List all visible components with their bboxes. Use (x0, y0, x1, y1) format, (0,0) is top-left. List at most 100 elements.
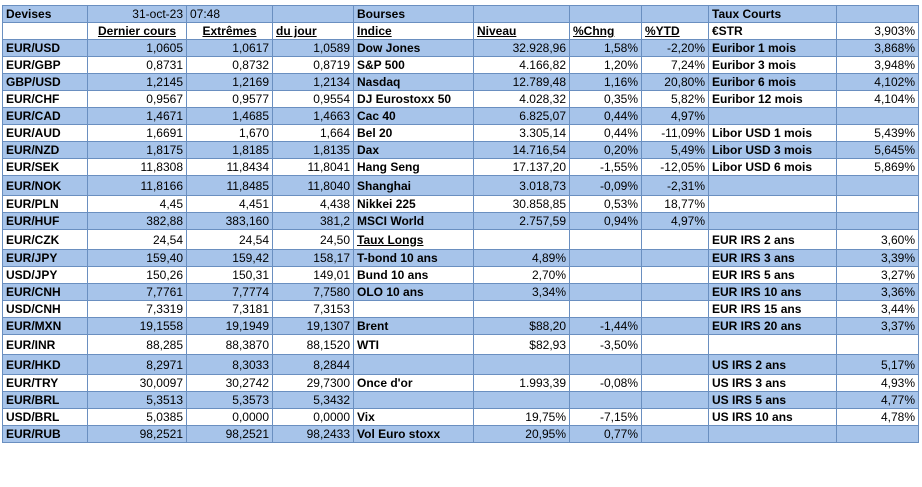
last-price: 159,40 (87, 249, 187, 267)
market-data-table: Devises 31-oct-23 07:48 Bourses Taux Cou… (2, 5, 919, 443)
pct-ytd (641, 408, 709, 426)
rate-value: 3,36% (836, 283, 919, 301)
estr-label: €STR (708, 22, 837, 40)
rate-value: 4,104% (836, 90, 919, 108)
pct-ytd: 4,97% (641, 212, 709, 230)
rate-value: 3,60% (836, 229, 919, 250)
rate-value: 5,645% (836, 141, 919, 159)
index-name: Dax (353, 141, 474, 159)
last-price: 5,3513 (87, 391, 187, 409)
currency-pair: EUR/HUF (2, 212, 88, 230)
table-row: EUR/CNH 7,7761 7,7774 7,7580 OLO 10 ans 3,34%… (2, 283, 919, 301)
currency-pair: EUR/NZD (2, 141, 88, 159)
pct-ytd: 7,24% (641, 56, 709, 74)
empty-cell (2, 22, 88, 40)
pct-change: -0,09% (569, 175, 642, 196)
index-name (353, 354, 474, 375)
low-price: 24,50 (272, 229, 354, 250)
currency-pair: GBP/USD (2, 73, 88, 91)
rate-name: Euribor 6 mois (708, 73, 837, 91)
pct-ytd (641, 283, 709, 301)
index-name: Dow Jones (353, 39, 474, 57)
rate-name (708, 175, 837, 196)
high-price: 5,3573 (186, 391, 273, 409)
pct-ytd: -2,20% (641, 39, 709, 57)
low-price: 1,664 (272, 124, 354, 142)
index-name: Bel 20 (353, 124, 474, 142)
devises-header: Devises (2, 5, 88, 23)
currency-pair: EUR/GBP (2, 56, 88, 74)
pct-change (569, 354, 642, 375)
index-name: Vol Euro stoxx (353, 425, 474, 443)
pct-change: -1,44% (569, 317, 642, 335)
table-row: USD/CNH 7,3319 7,3181 7,3153 EUR IRS 15 ans 3… (2, 300, 919, 318)
low-price: 19,1307 (272, 317, 354, 335)
pct-ytd (641, 391, 709, 409)
index-level: 1.993,39 (473, 374, 570, 392)
index-name: Brent (353, 317, 474, 335)
index-level (473, 354, 570, 375)
rate-name: Libor USD 3 mois (708, 141, 837, 159)
pct-ytd (641, 249, 709, 267)
index-name: Taux Longs (353, 229, 474, 250)
index-name (353, 391, 474, 409)
low-price: 381,2 (272, 212, 354, 230)
index-level: 6.825,07 (473, 107, 570, 125)
currency-pair: USD/JPY (2, 266, 88, 284)
low-price: 149,01 (272, 266, 354, 284)
col-du-jour: du jour (272, 22, 354, 40)
table-row: EUR/HUF 382,88 383,160 381,2 MSCI World 2.757… (2, 212, 919, 230)
currency-pair: EUR/MXN (2, 317, 88, 335)
empty-cell (569, 5, 642, 23)
rate-name: US IRS 10 ans (708, 408, 837, 426)
col-ytd: %YTD (641, 22, 709, 40)
column-header-row: Dernier cours Extrêmes du jour Indice Ni… (2, 22, 919, 40)
date-cell: 31-oct-23 (87, 5, 187, 23)
col-dernier-cours: Dernier cours (87, 22, 187, 40)
index-level: 12.789,48 (473, 73, 570, 91)
index-level: 30.858,85 (473, 195, 570, 213)
header-row: Devises 31-oct-23 07:48 Bourses Taux Cou… (2, 5, 919, 23)
last-price: 1,8175 (87, 141, 187, 159)
currency-pair: EUR/CZK (2, 229, 88, 250)
index-level: 4.028,32 (473, 90, 570, 108)
pct-ytd: -11,09% (641, 124, 709, 142)
time-cell: 07:48 (186, 5, 273, 23)
pct-ytd: 5,82% (641, 90, 709, 108)
rate-value: 5,869% (836, 158, 919, 176)
high-price: 4,451 (186, 195, 273, 213)
col-indice: Indice (353, 22, 474, 40)
empty-cell (473, 5, 570, 23)
table-row: EUR/BRL 5,3513 5,3573 5,3432 US IRS 5 ans 4,7… (2, 391, 919, 409)
high-price: 0,8732 (186, 56, 273, 74)
currency-pair: EUR/HKD (2, 354, 88, 375)
high-price: 30,2742 (186, 374, 273, 392)
high-price: 7,7774 (186, 283, 273, 301)
currency-pair: EUR/CAD (2, 107, 88, 125)
pct-change (569, 249, 642, 267)
low-price: 11,8040 (272, 175, 354, 196)
bourses-header: Bourses (353, 5, 474, 23)
last-price: 1,4671 (87, 107, 187, 125)
last-price: 1,2145 (87, 73, 187, 91)
last-price: 4,45 (87, 195, 187, 213)
last-price: 5,0385 (87, 408, 187, 426)
high-price: 1,2169 (186, 73, 273, 91)
pct-change: 0,94% (569, 212, 642, 230)
rate-name: EUR IRS 5 ans (708, 266, 837, 284)
low-price: 1,8135 (272, 141, 354, 159)
rate-value: 5,17% (836, 354, 919, 375)
index-name: Bund 10 ans (353, 266, 474, 284)
last-price: 88,285 (87, 334, 187, 355)
index-name: T-bond 10 ans (353, 249, 474, 267)
rate-value (836, 425, 919, 443)
pct-change: 1,58% (569, 39, 642, 57)
last-price: 7,7761 (87, 283, 187, 301)
rate-value: 3,948% (836, 56, 919, 74)
index-name: Shanghai (353, 175, 474, 196)
pct-change (569, 229, 642, 250)
index-level (473, 300, 570, 318)
rate-name: US IRS 3 ans (708, 374, 837, 392)
high-price: 1,0617 (186, 39, 273, 57)
low-price: 7,3153 (272, 300, 354, 318)
